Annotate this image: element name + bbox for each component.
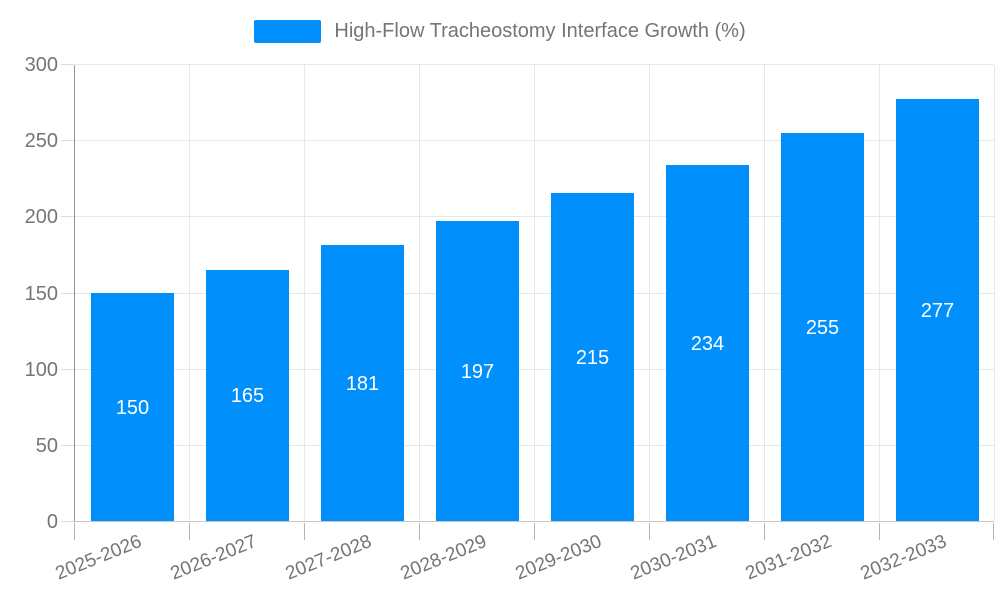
- y-axis-label: 0: [46, 511, 58, 533]
- x-axis-label: 2032-2033: [857, 531, 950, 585]
- x-gridline: [764, 65, 765, 521]
- x-axis-label: 2028-2029: [397, 531, 490, 585]
- x-axis-tick: [879, 523, 880, 540]
- plot-area: 150 165 181 197 215 234 255 277: [74, 64, 995, 522]
- bar-value-label: 197: [460, 360, 495, 383]
- x-gridline: [994, 65, 995, 521]
- bar-value-label: 165: [230, 385, 265, 408]
- y-axis-tick: [61, 444, 74, 446]
- y-axis-tick: [61, 140, 74, 142]
- y-axis-tick: [61, 64, 74, 65]
- x-gridline: [304, 65, 305, 521]
- bar[interactable]: [896, 99, 979, 521]
- bar-value-label: 215: [575, 347, 610, 370]
- bar-value-label: 150: [115, 396, 150, 419]
- x-gridline: [649, 65, 650, 521]
- legend-swatch: [254, 20, 322, 43]
- x-gridline: [189, 65, 190, 521]
- y-axis-label: 50: [35, 434, 58, 457]
- y-axis-label: 150: [24, 282, 58, 305]
- x-axis-label: 2030-2031: [627, 531, 720, 585]
- x-axis-tick: [419, 523, 420, 540]
- x-gridline: [879, 65, 880, 521]
- x-axis-label: 2029-2030: [512, 531, 605, 585]
- y-axis-label: 100: [24, 358, 58, 381]
- x-axis-tick: [304, 523, 305, 540]
- x-axis-tick: [993, 523, 994, 540]
- bar[interactable]: [436, 220, 519, 521]
- x-axis-label: 2026-2027: [167, 531, 260, 585]
- bar[interactable]: [91, 292, 174, 521]
- y-axis-tick: [61, 521, 74, 522]
- y-axis-tick: [61, 292, 74, 294]
- x-gridline: [534, 65, 535, 521]
- y-axis-label: 250: [24, 130, 58, 153]
- legend-series-label: High-Flow Tracheostomy Interface Growth …: [334, 20, 746, 42]
- bar[interactable]: [206, 269, 289, 521]
- bar-value-label: 181: [345, 373, 380, 396]
- x-axis-tick: [189, 523, 190, 540]
- y-axis-tick: [61, 216, 74, 218]
- bar[interactable]: [666, 164, 749, 521]
- y-axis-label: 300: [24, 54, 58, 76]
- x-gridline: [419, 65, 420, 521]
- x-axis-label: 2025-2026: [52, 531, 145, 585]
- x-axis-tick: [534, 523, 535, 540]
- x-axis-tick: [649, 523, 650, 540]
- bar[interactable]: [551, 193, 634, 521]
- x-axis-tick: [74, 523, 75, 540]
- x-axis-label: 2031-2032: [742, 531, 835, 585]
- bar-value-label: 234: [690, 332, 725, 355]
- bar[interactable]: [321, 245, 404, 521]
- bar-value-label: 255: [805, 316, 840, 339]
- x-axis-label: 2027-2028: [282, 531, 375, 585]
- bar-value-label: 277: [920, 300, 955, 323]
- y-gridline: [75, 64, 994, 65]
- y-axis-tick: [61, 368, 74, 370]
- bar[interactable]: [781, 132, 864, 521]
- x-axis-tick: [764, 523, 765, 540]
- y-axis-label: 200: [24, 206, 58, 229]
- chart-legend[interactable]: High-Flow Tracheostomy Interface Growth …: [0, 20, 1000, 43]
